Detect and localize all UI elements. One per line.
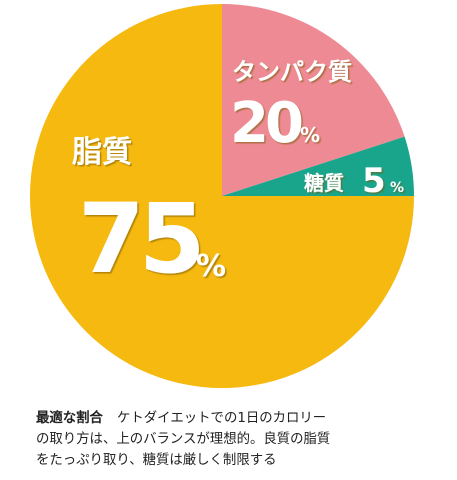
caption-line-3: をたっぷり取り、糖質は厳しく制限する bbox=[36, 453, 277, 468]
slice-carb bbox=[222, 136, 414, 196]
label-carb-name: 糖質 bbox=[304, 171, 344, 195]
caption-line-2: の取り方は、上のバランスが理想的。良質の脂質 bbox=[36, 432, 331, 447]
label-protein-unit: % bbox=[300, 123, 320, 147]
slice-protein bbox=[222, 4, 405, 196]
caption-line-1: 最適な割合 ケトダイエットでの1日のカロリー bbox=[36, 408, 446, 429]
pie-chart: 脂質 75 % タンパク質 20 % 糖質 5 % bbox=[30, 4, 414, 388]
label-fat-value: 75 bbox=[78, 183, 200, 295]
label-fat-name: 脂質 bbox=[72, 135, 132, 170]
caption-line-1-text: ケトダイエットでの1日のカロリー bbox=[116, 411, 327, 426]
label-protein-name: タンパク質 bbox=[232, 58, 352, 86]
caption: 最適な割合 ケトダイエットでの1日のカロリー の取り方は、上のバランスが理想的。良… bbox=[36, 408, 446, 471]
label-fat-unit: % bbox=[196, 249, 226, 284]
caption-heading: 最適な割合 bbox=[36, 411, 103, 426]
label-protein-value: 20 bbox=[230, 91, 302, 156]
label-carb-value: 5 bbox=[362, 161, 386, 201]
label-carb-unit: % bbox=[390, 180, 404, 196]
slice-fat bbox=[30, 4, 414, 388]
